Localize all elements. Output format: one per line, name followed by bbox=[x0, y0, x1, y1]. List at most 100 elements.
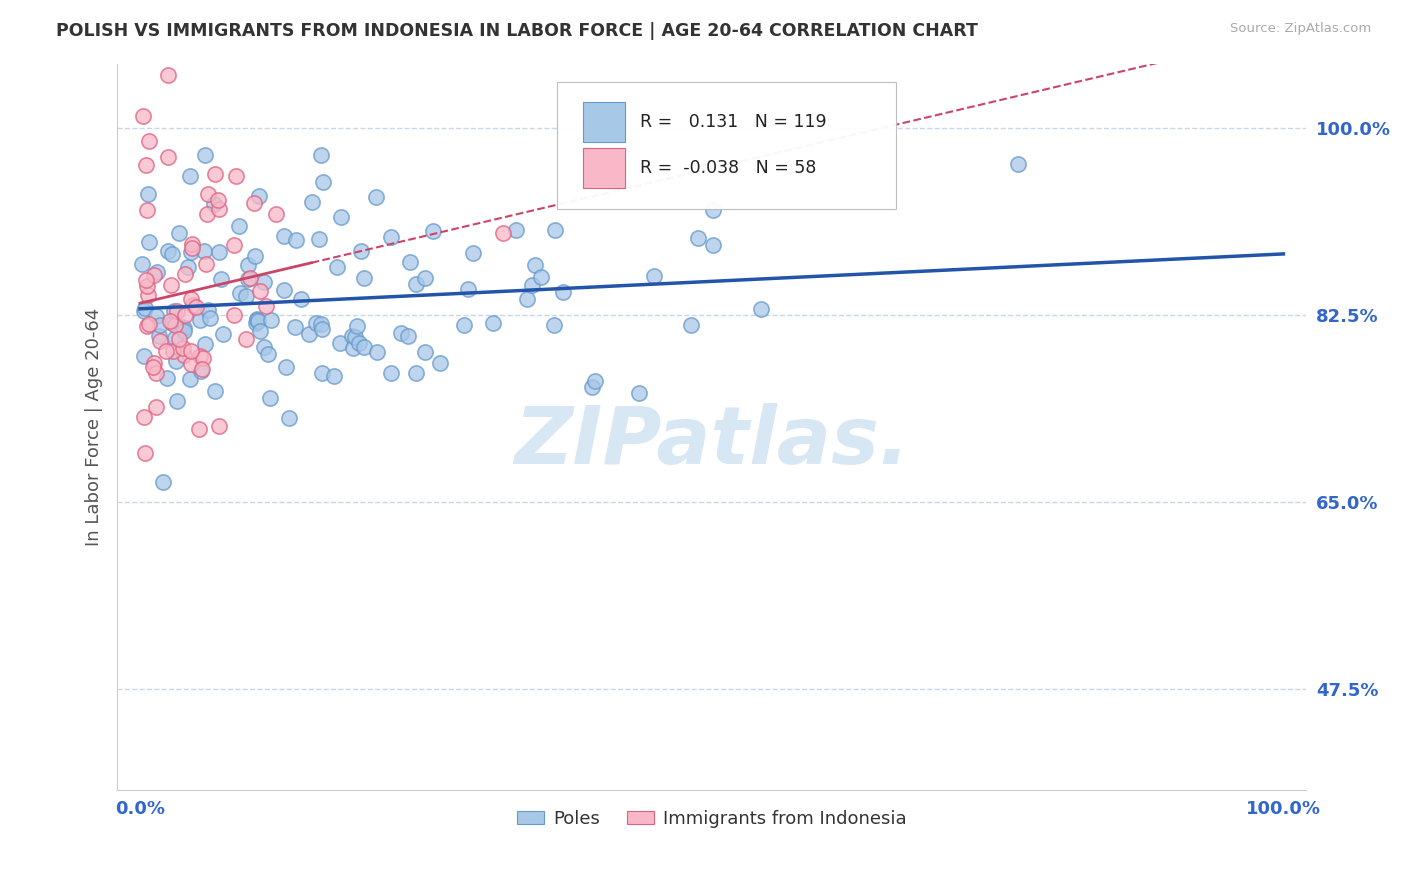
Point bbox=[172, 341, 194, 355]
Point bbox=[551, 285, 574, 299]
Bar bbox=[583, 103, 624, 142]
Point bbox=[195, 207, 218, 221]
Point bbox=[453, 318, 475, 332]
Point bbox=[405, 366, 427, 380]
Point bbox=[422, 224, 444, 238]
Point bbox=[197, 187, 219, 202]
Point bbox=[264, 206, 287, 220]
Point bbox=[163, 304, 186, 318]
Point bbox=[157, 150, 180, 164]
Point bbox=[194, 337, 217, 351]
Point bbox=[202, 196, 225, 211]
Point bbox=[180, 357, 202, 371]
Point bbox=[148, 328, 170, 343]
Point bbox=[249, 324, 271, 338]
Point bbox=[200, 311, 222, 326]
Point bbox=[134, 301, 156, 315]
Point bbox=[366, 190, 388, 204]
Point bbox=[463, 245, 485, 260]
Point bbox=[243, 195, 266, 210]
Point bbox=[149, 334, 172, 348]
Point bbox=[190, 364, 212, 378]
Point bbox=[143, 356, 166, 370]
Point bbox=[530, 270, 553, 285]
Point bbox=[298, 327, 321, 342]
Point bbox=[273, 229, 295, 244]
Point bbox=[309, 147, 332, 161]
Point bbox=[166, 304, 188, 318]
Point bbox=[429, 356, 451, 370]
Point bbox=[155, 344, 177, 359]
Point bbox=[245, 316, 267, 330]
Point bbox=[679, 318, 702, 332]
Point bbox=[260, 313, 283, 327]
Point bbox=[156, 244, 179, 259]
Text: ZIPatlas.: ZIPatlas. bbox=[515, 402, 910, 481]
Point bbox=[246, 312, 269, 326]
Point bbox=[146, 265, 169, 279]
Point bbox=[207, 193, 229, 207]
Point bbox=[177, 260, 200, 274]
Point bbox=[172, 320, 194, 334]
Point bbox=[366, 344, 388, 359]
Point bbox=[208, 202, 231, 216]
Point bbox=[342, 342, 364, 356]
Point bbox=[238, 258, 260, 272]
Point bbox=[340, 329, 363, 343]
Point bbox=[160, 316, 183, 330]
Point bbox=[134, 446, 156, 460]
Bar bbox=[583, 148, 624, 188]
Point bbox=[492, 227, 515, 241]
Point bbox=[166, 393, 188, 408]
Point bbox=[173, 308, 195, 322]
Point bbox=[702, 238, 724, 252]
Point bbox=[238, 271, 260, 285]
Point bbox=[326, 260, 349, 275]
Point bbox=[204, 167, 226, 181]
Point bbox=[142, 359, 165, 374]
Text: Source: ZipAtlas.com: Source: ZipAtlas.com bbox=[1230, 22, 1371, 36]
Point bbox=[246, 313, 269, 327]
Text: R =   0.131   N = 119: R = 0.131 N = 119 bbox=[640, 113, 827, 131]
Point bbox=[259, 392, 281, 406]
Point bbox=[194, 257, 217, 271]
Point bbox=[482, 316, 505, 330]
Point bbox=[160, 278, 183, 293]
Point bbox=[138, 134, 160, 148]
Point bbox=[194, 148, 217, 162]
Point bbox=[305, 316, 328, 330]
Point bbox=[380, 230, 402, 244]
Point bbox=[346, 319, 368, 334]
Point bbox=[136, 202, 159, 217]
Point bbox=[544, 222, 567, 236]
Point bbox=[252, 275, 274, 289]
Point bbox=[173, 268, 195, 282]
Point bbox=[350, 244, 373, 258]
Point bbox=[145, 366, 167, 380]
Point bbox=[181, 236, 204, 251]
Point bbox=[159, 314, 181, 328]
Point bbox=[353, 271, 375, 285]
Point bbox=[413, 345, 436, 359]
Point bbox=[235, 289, 257, 303]
Point bbox=[312, 175, 335, 189]
Point bbox=[405, 277, 427, 291]
Point bbox=[583, 374, 606, 388]
Point bbox=[179, 169, 201, 184]
Point bbox=[180, 344, 202, 359]
Point bbox=[204, 384, 226, 399]
Point bbox=[162, 344, 184, 359]
Point bbox=[749, 302, 772, 317]
Point bbox=[138, 235, 160, 249]
Point bbox=[224, 237, 246, 252]
Point bbox=[290, 292, 312, 306]
Point bbox=[132, 109, 155, 123]
Point bbox=[132, 304, 155, 318]
Point bbox=[135, 318, 157, 333]
FancyBboxPatch shape bbox=[557, 82, 896, 210]
Legend: Poles, Immigrants from Indonesia: Poles, Immigrants from Indonesia bbox=[509, 803, 914, 835]
Point bbox=[207, 244, 229, 259]
Point bbox=[136, 187, 159, 202]
Point bbox=[249, 284, 271, 298]
Point bbox=[152, 475, 174, 490]
